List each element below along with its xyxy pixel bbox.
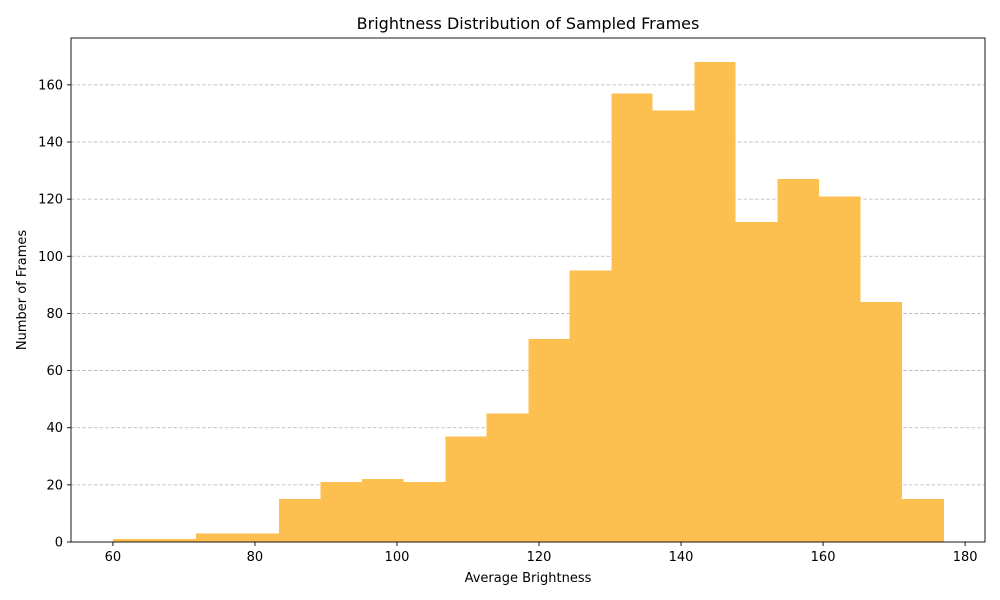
histogram-bar [237,533,280,542]
histogram-bar [694,62,736,542]
histogram-bar [611,93,653,542]
x-axis-label: Average Brightness [465,571,592,586]
axes: 60 80 100 120 140 160 180 0 20 40 60 80 100 120 140 160 [38,37,986,565]
histogram-bar [528,339,570,542]
chart-title: Brightness Distribution of Sampled Frame… [357,14,700,33]
histogram-bar [112,539,155,542]
histogram-bar [486,413,529,542]
histogram-bar [818,196,861,543]
histogram-bar [403,482,446,542]
y-tick-label: 120 [38,193,63,208]
histogram-bar [445,436,487,542]
x-tick-label: 140 [669,550,694,565]
x-tick-label: 60 [105,550,122,565]
y-tick-label: 20 [46,478,63,493]
plot-frame [70,37,986,543]
histogram-bar [777,179,819,542]
y-tick-label: 100 [38,250,63,265]
x-tick-label: 80 [247,550,264,565]
histogram-bar [362,479,404,542]
histogram-bar [320,482,363,542]
y-tick-label: 80 [46,307,63,322]
y-tick-label: 160 [38,78,63,93]
histogram-bar [279,499,321,542]
y-tick-label: 0 [55,536,63,551]
y-axis-label: Number of Frames [15,230,30,351]
histogram-bar [860,302,902,542]
x-tick-label: 160 [811,550,836,565]
histogram-bar [901,499,944,542]
histogram-bar [195,533,238,542]
histogram-bar [154,539,196,542]
x-tick-label: 120 [527,550,552,565]
histogram-bar [569,270,612,542]
histogram-bar [652,110,695,543]
x-tick-label: 100 [385,550,410,565]
x-tick-label: 180 [953,550,978,565]
y-tick-label: 60 [46,364,63,379]
y-tick-label: 40 [46,421,63,436]
histogram-bars [112,62,944,543]
y-tick-label: 140 [38,136,63,151]
histogram-bar [735,222,778,542]
